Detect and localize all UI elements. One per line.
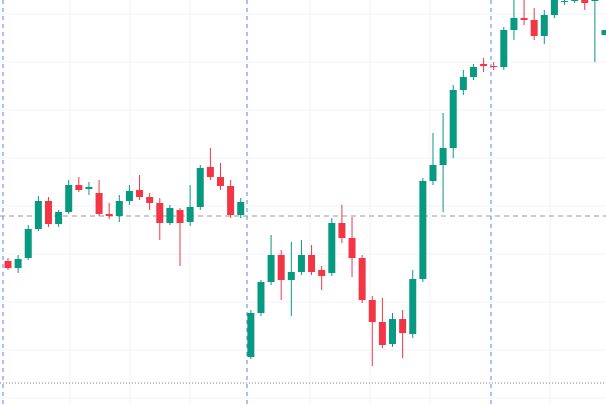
candle-body	[338, 223, 346, 238]
candle-body	[328, 223, 336, 273]
candle-body	[429, 165, 437, 181]
candle-body	[308, 255, 316, 272]
candles	[4, 0, 606, 366]
candle-body	[469, 67, 477, 77]
candle-body	[530, 20, 538, 36]
candle-body	[156, 203, 164, 223]
candle-body	[247, 313, 255, 357]
candle-body	[186, 207, 194, 222]
candle-body	[389, 319, 397, 344]
candle-body	[216, 177, 224, 186]
candle-body	[358, 258, 366, 300]
candle-body	[540, 15, 548, 36]
candle-body	[55, 212, 63, 224]
candle-body	[318, 270, 326, 276]
candle-body	[75, 185, 83, 190]
candle-body	[95, 193, 103, 214]
candle-body	[34, 201, 42, 229]
candle-body	[146, 197, 154, 203]
candle-body	[480, 64, 488, 66]
candle-body	[176, 210, 184, 223]
candle-body	[581, 0, 589, 3]
session-separators	[2, 0, 492, 405]
candle-body	[561, 1, 569, 2]
candle-body	[85, 187, 93, 189]
candle-body	[459, 77, 467, 90]
candle-body	[105, 214, 113, 216]
candle-body	[44, 201, 52, 224]
candle-body	[601, 30, 606, 35]
candle-body	[136, 190, 144, 197]
candle-body	[550, 0, 558, 15]
candle-body	[399, 319, 407, 333]
candle-body	[277, 255, 285, 280]
candle-body	[237, 202, 245, 215]
candle-body	[571, 0, 579, 1]
candle-body	[227, 186, 235, 215]
candle-body	[510, 18, 518, 30]
candle-body	[196, 168, 204, 207]
candle-body	[267, 255, 275, 282]
candle-body	[439, 148, 447, 165]
candle-body	[287, 272, 295, 280]
candle-body	[14, 259, 22, 268]
candle-body	[490, 66, 498, 67]
candle-body	[115, 201, 123, 216]
candle-body	[125, 191, 133, 201]
candle-body	[166, 208, 174, 223]
candle-body	[65, 185, 73, 212]
candle-body	[520, 18, 528, 20]
candle-body	[24, 229, 32, 258]
candle-body	[419, 181, 427, 279]
candle-body	[378, 322, 386, 345]
candle-body	[257, 282, 265, 313]
candle-body	[500, 30, 508, 67]
candle-body	[206, 167, 214, 177]
candle-body	[348, 238, 356, 258]
candle-body	[4, 261, 12, 268]
candle-body	[368, 300, 376, 322]
candle-body	[591, 0, 599, 1]
candle-body	[297, 255, 305, 272]
candle-body	[449, 90, 457, 148]
candle-body	[409, 279, 417, 334]
